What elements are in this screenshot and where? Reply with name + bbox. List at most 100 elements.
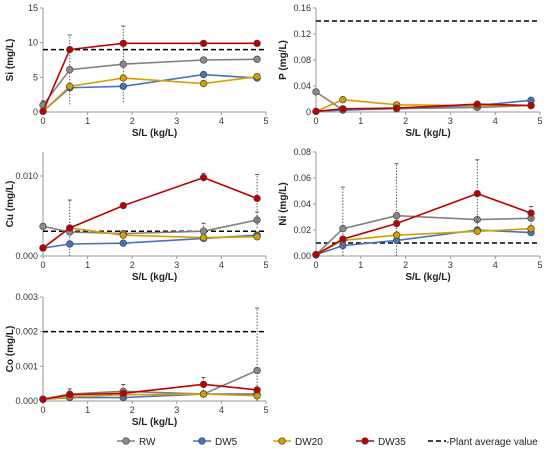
- data-point: [66, 45, 74, 54]
- y-tick-label: 0.16: [293, 3, 311, 13]
- data-point: [199, 70, 208, 79]
- data-point: [253, 39, 261, 48]
- y-tick-label: 15: [28, 3, 38, 13]
- x-axis-label: S/L (kg/L): [405, 128, 450, 139]
- y-axis-label: Ni (mg/L): [278, 182, 289, 225]
- x-tick-label: 5: [537, 260, 542, 270]
- x-tick-label: 5: [263, 116, 268, 126]
- x-tick-label: 3: [174, 405, 179, 415]
- data-point: [253, 386, 261, 394]
- data-point: [39, 244, 47, 252]
- x-tick-label: 3: [174, 260, 179, 270]
- y-tick-label: 0.002: [15, 327, 38, 337]
- x-tick-label: 2: [130, 405, 135, 415]
- chart-panel-2: 0 1 2 3 4 5 0 0.04 0.08 0.12 0.16 S/L (kg/L) P (mg/L…: [278, 3, 543, 139]
- x-axis-label: S/L (kg/L): [405, 272, 450, 283]
- x-tick-label: 4: [493, 116, 498, 126]
- y-axis-label: Cu (mg/L): [5, 181, 16, 228]
- x-tick-label: 1: [85, 405, 90, 415]
- x-tick-label: 5: [537, 116, 542, 126]
- chart-panel-3: 0 1 2 3 4 5 0.000 0.010 S/L (kg/L) Cu (mg/L): [5, 152, 269, 283]
- legend-item-rw: RW: [117, 437, 156, 448]
- data-point: [199, 227, 208, 235]
- series-line: [315, 227, 532, 256]
- data-point: [527, 101, 535, 110]
- data-point: [473, 189, 481, 198]
- data-point: [119, 82, 127, 90]
- legend-label: DW20: [295, 437, 323, 448]
- data-point: [119, 231, 127, 239]
- x-tick-label: 3: [448, 260, 453, 270]
- x-tick-label: 1: [85, 260, 90, 270]
- data-point: [392, 219, 401, 228]
- series-dw5: [39, 231, 261, 252]
- y-axis-label: Si (mg/L): [5, 39, 16, 82]
- y-tick-label: 0: [306, 107, 311, 117]
- legend: RW DW5 DW20 DW35 -Plant average value: [117, 437, 538, 448]
- data-point: [119, 60, 127, 68]
- x-tick-label: 4: [219, 260, 224, 270]
- data-point: [199, 56, 208, 64]
- chart-panel-5: 0 1 2 3 4 5 0.000 0.001 0.002 0.003 S/L (kg/L) Co (…: [5, 292, 269, 428]
- data-point: [119, 201, 127, 210]
- legend-marker: [198, 437, 206, 445]
- x-axis-label: S/L (kg/L): [132, 272, 177, 283]
- data-point: [199, 390, 208, 398]
- data-point: [253, 366, 261, 375]
- data-point: [66, 66, 74, 74]
- data-point: [199, 173, 208, 182]
- legend-marker: [361, 437, 369, 445]
- x-tick-label: 0: [313, 116, 318, 126]
- legend-label: RW: [139, 437, 156, 448]
- data-point: [39, 395, 47, 403]
- data-point: [66, 82, 74, 90]
- x-tick-label: 4: [493, 260, 498, 270]
- legend-item-dw35: DW35: [356, 437, 406, 448]
- x-tick-label: 2: [130, 260, 135, 270]
- data-point: [119, 389, 127, 398]
- data-point: [253, 216, 261, 224]
- y-axis-label: P (mg/L): [278, 40, 289, 80]
- x-tick-label: 5: [263, 405, 268, 415]
- x-tick-label: 2: [130, 116, 135, 126]
- x-tick-label: 0: [40, 260, 45, 270]
- data-point: [312, 88, 320, 96]
- x-tick-label: 3: [448, 116, 453, 126]
- x-tick-label: 2: [403, 260, 408, 270]
- data-point: [66, 391, 74, 399]
- legend-item-dw20: DW20: [273, 437, 323, 448]
- data-point: [253, 194, 261, 203]
- data-point: [339, 95, 347, 104]
- data-point: [39, 222, 47, 231]
- x-axis-label: S/L (kg/L): [132, 128, 177, 139]
- chart-panel-1: 0 1 2 3 4 5 0 5 10 15 S/L (kg/L) Si (mg/L): [5, 3, 269, 139]
- y-tick-label: 0.000: [15, 251, 38, 261]
- legend-item-dw5: DW5: [193, 437, 238, 448]
- x-tick-label: 4: [219, 405, 224, 415]
- series-rw: [39, 25, 261, 110]
- series-dw5: [39, 70, 261, 115]
- series-dw35: [39, 39, 261, 115]
- y-axis-label: Co (mg/L): [5, 326, 16, 373]
- x-tick-label: 5: [263, 260, 268, 270]
- data-point: [119, 39, 127, 48]
- legend-label: -Plant average value: [446, 437, 538, 448]
- data-point: [253, 233, 261, 241]
- data-point: [473, 227, 481, 235]
- series-dw20: [39, 72, 261, 115]
- data-point: [199, 79, 208, 88]
- y-tick-label: 0.001: [15, 361, 38, 371]
- x-tick-label: 3: [174, 116, 179, 126]
- data-point: [339, 225, 347, 233]
- y-tick-label: 0.06: [293, 173, 311, 183]
- series-dw35: [39, 377, 261, 403]
- series-line: [42, 42, 258, 112]
- data-point: [312, 107, 320, 115]
- y-tick-label: 0.010: [15, 171, 38, 181]
- x-axis-label: S/L (kg/L): [132, 417, 177, 428]
- y-tick-label: 0.003: [15, 292, 38, 302]
- legend-item-plant-average: -Plant average value: [428, 437, 538, 448]
- legend-marker: [122, 437, 130, 445]
